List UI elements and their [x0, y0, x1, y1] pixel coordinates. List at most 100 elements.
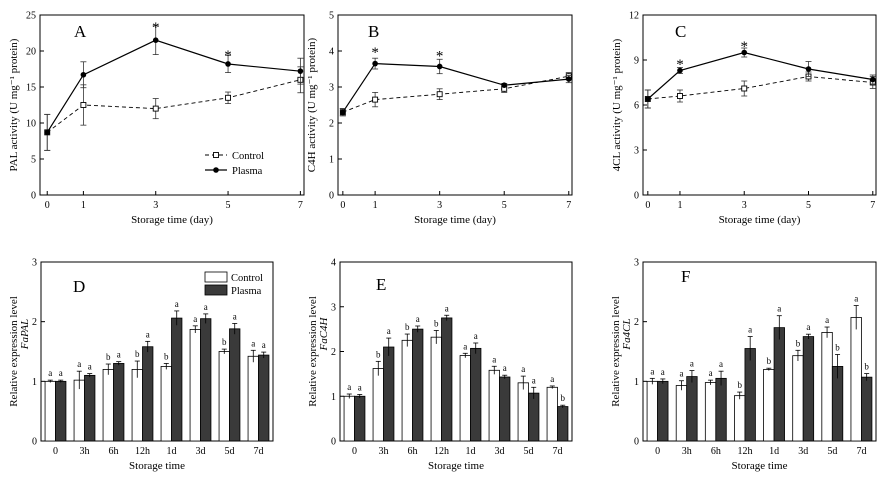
bar-plasma-F [861, 376, 873, 442]
plot-frame-D [40, 261, 274, 442]
data-point-plasma-B [565, 76, 572, 82]
x-tick-label-C: 0 [645, 200, 650, 211]
significance-letter-E: a [550, 374, 554, 384]
data-point-plasma-C [869, 76, 876, 83]
y-tick-label-E: 3 [331, 302, 336, 313]
x-tick-label-D: 0 [53, 446, 58, 457]
bar-plasma-F [686, 376, 698, 442]
data-point-control-B [372, 96, 379, 103]
bar-control-D [218, 351, 230, 442]
x-tick-label-E: 0 [352, 446, 357, 457]
bar-plasma-D [84, 374, 96, 442]
data-point-plasma-A [225, 61, 231, 67]
bar-plasma-F [802, 336, 815, 442]
bar-control-F [704, 382, 717, 442]
significance-letter-F: a [748, 325, 752, 335]
bar-control-E [459, 355, 471, 442]
significance-letter-E: b [376, 349, 381, 359]
y-tick-label-B: 2 [329, 119, 334, 130]
bar-control-E [546, 386, 558, 442]
significance-letter-E: a [503, 363, 507, 373]
significance-letter-E: a [387, 326, 391, 336]
significance-letter-F: a [650, 366, 654, 376]
x-axis-title-B: Storage time (day) [414, 214, 496, 226]
bar-plasma-F [657, 380, 669, 442]
y-axis-gene-label-E: FaC4H [318, 316, 330, 351]
significance-star-A: * [224, 48, 232, 64]
significance-letter-D: a [233, 311, 237, 321]
x-axis-title-C: Storage time (day) [719, 214, 801, 226]
bar-control-D [44, 380, 56, 442]
x-tick-label-D: 6h [109, 446, 119, 457]
bar-control-E [401, 339, 413, 442]
significance-letter-F: a [719, 359, 723, 369]
y-tick-label-F: 3 [634, 258, 639, 269]
bar-control-F [763, 368, 775, 442]
legend-swatch-control [204, 271, 228, 283]
legend-label-control: Control [232, 151, 264, 162]
significance-star-C: * [676, 57, 684, 73]
bar-plasma-D [200, 318, 212, 442]
x-tick-label-F: 12h [737, 446, 752, 457]
bar-plasma-E [412, 328, 424, 442]
panel-label-F: F [681, 267, 690, 286]
significance-letter-F: a [854, 294, 858, 304]
bar-plasma-D [258, 354, 270, 442]
data-point-control-C [677, 93, 683, 99]
bar-plasma-E [528, 392, 540, 442]
significance-letter-F: b [835, 342, 840, 352]
significance-letter-F: b [864, 362, 869, 372]
y-tick-label-D: 1 [32, 377, 37, 388]
significance-letter-D: a [59, 368, 63, 378]
data-point-control-A [152, 105, 159, 112]
x-tick-label-A: 0 [45, 200, 50, 211]
series-line-plasma-B [342, 62, 569, 113]
bar-control-F [734, 395, 746, 442]
y-axis-title-A: PAL activity (U mg⁻¹ protein) [8, 38, 20, 171]
significance-letter-D: a [204, 302, 208, 312]
x-tick-label-D: 3h [80, 446, 90, 457]
significance-letter-D: a [88, 362, 92, 372]
plot-frame-A [39, 14, 305, 196]
bar-control-F [821, 332, 833, 442]
y-tick-label-A: 20 [26, 47, 36, 58]
bar-control-D [160, 366, 172, 442]
significance-letter-F: a [709, 368, 713, 378]
plot-frame-F [642, 261, 877, 442]
x-tick-label-E: 3d [495, 446, 505, 457]
plot-frame-C [642, 14, 877, 196]
y-tick-label-C: 0 [634, 191, 639, 202]
x-tick-label-B: 7 [566, 200, 571, 211]
y-tick-label-F: 2 [634, 317, 639, 328]
significance-letter-F: b [767, 356, 772, 366]
x-axis-title-E: Storage time [428, 460, 484, 472]
y-tick-label-D: 0 [32, 437, 37, 448]
x-tick-label-E: 3h [379, 446, 389, 457]
y-axis-title-C: 4CL activity (U mg⁻¹ protein) [611, 38, 623, 171]
legend-swatch-plasma [204, 284, 228, 296]
y-tick-label-F: 1 [634, 377, 639, 388]
significance-letter-F: a [777, 304, 781, 314]
y-axis-gene-label-D: FaPAL [19, 319, 31, 350]
data-point-control-A [80, 102, 87, 108]
significance-letter-E: b [560, 393, 565, 403]
y-tick-label-B: 5 [329, 11, 334, 22]
x-tick-label-D: 3d [196, 446, 206, 457]
significance-letter-E: a [347, 382, 351, 392]
significance-letter-F: a [661, 367, 665, 377]
y-axis-title-B: C4H activity (U mg⁻¹ protein) [306, 37, 318, 172]
data-point-plasma-C [677, 67, 683, 74]
significance-star-B: * [436, 49, 444, 65]
x-tick-label-C: 3 [742, 200, 747, 211]
x-tick-label-D: 5d [225, 446, 235, 457]
significance-star-B: * [371, 45, 379, 61]
data-point-plasma-B [501, 82, 508, 88]
x-tick-label-E: 1d [466, 446, 476, 457]
series-line-control-C [647, 76, 873, 100]
data-point-control-B [436, 91, 443, 98]
bar-plasma-D [229, 328, 241, 442]
x-tick-label-D: 1d [167, 446, 177, 457]
significance-letter-D: a [262, 340, 266, 350]
bar-control-D [102, 368, 114, 442]
